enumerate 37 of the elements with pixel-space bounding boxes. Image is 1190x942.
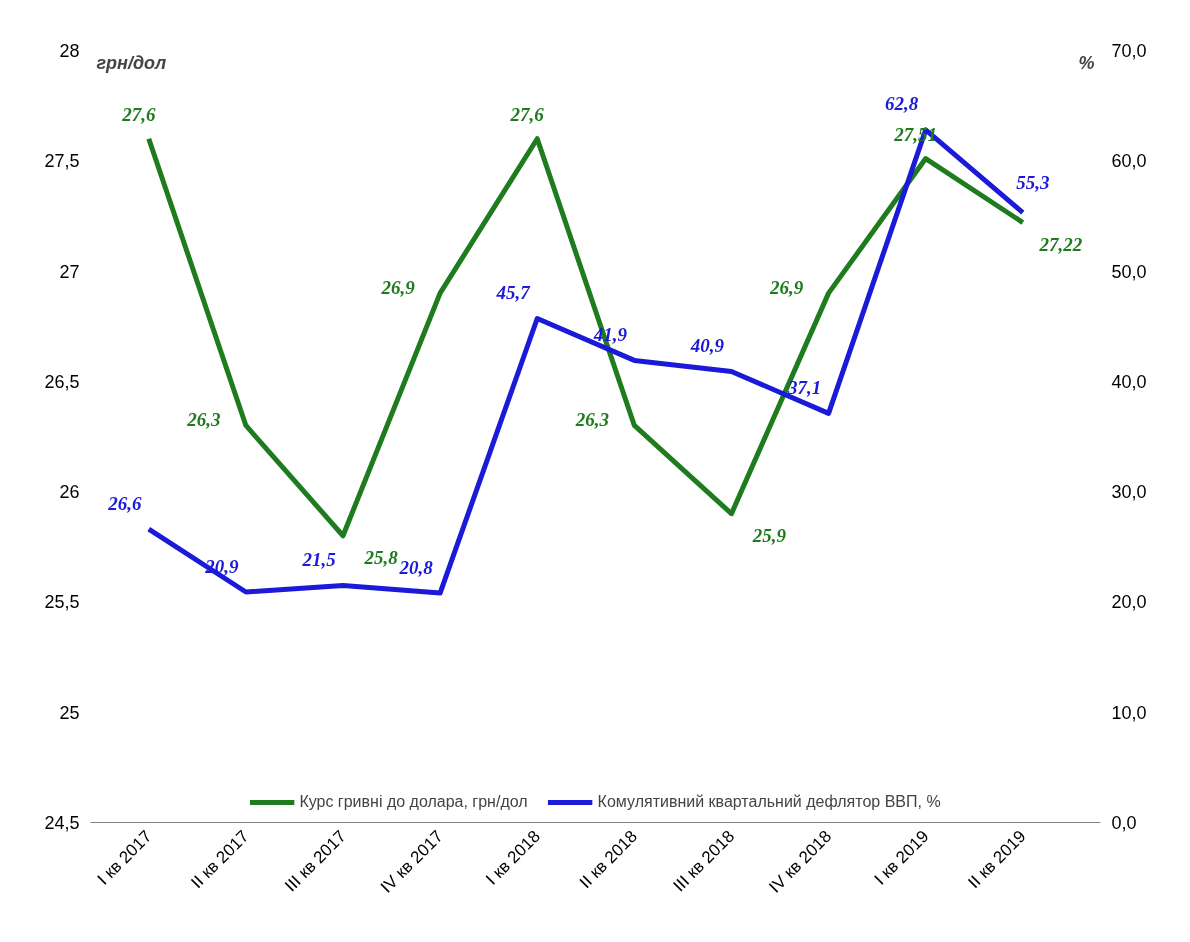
data-label: 45,7 <box>495 281 532 303</box>
y2-tick-label: 10,0 <box>1111 702 1147 723</box>
data-label: 21,5 <box>301 548 337 570</box>
data-label: 37,1 <box>786 376 822 398</box>
data-label: 26,9 <box>380 276 416 298</box>
y-axis-title: грн/дол <box>96 52 167 73</box>
y-tick-label: 26 <box>59 482 80 503</box>
data-label: 62,8 <box>885 93 919 115</box>
y-tick-label: 24,5 <box>44 813 80 833</box>
legend-label: Курс гривні до долара, грн/дол <box>299 793 528 811</box>
y-tick-label: 25 <box>59 702 80 723</box>
y2-tick-label: 70,0 <box>1111 41 1147 61</box>
data-label: 25,8 <box>363 547 399 569</box>
y-tick-label: 25,5 <box>44 592 80 613</box>
y2-axis-title: % <box>1078 52 1095 73</box>
y2-tick-label: 50,0 <box>1111 261 1147 282</box>
y2-tick-label: 30,0 <box>1111 482 1147 503</box>
data-label: 26,3 <box>186 408 221 430</box>
data-label: 27,6 <box>509 104 545 126</box>
y2-tick-label: 40,0 <box>1111 371 1147 392</box>
y2-tick-label: 60,0 <box>1111 151 1147 172</box>
data-label: 25,9 <box>751 525 787 547</box>
data-label: 55,3 <box>1016 172 1050 194</box>
y-tick-label: 28 <box>59 41 80 61</box>
data-label: 27,22 <box>1038 234 1083 256</box>
data-label: 27,6 <box>121 104 156 126</box>
data-label: 20,8 <box>398 556 434 578</box>
data-label: 26,6 <box>107 492 142 514</box>
data-label: 26,9 <box>768 276 804 298</box>
y2-tick-label: 0,0 <box>1111 813 1137 833</box>
legend-label: Комулятивний квартальний дефлятор ВВП, % <box>597 793 941 811</box>
data-label: 26,3 <box>574 408 609 430</box>
y-tick-label: 26,5 <box>44 371 80 392</box>
y-tick-label: 27,5 <box>44 151 80 172</box>
y-tick-label: 27 <box>59 261 80 282</box>
data-label: 40,9 <box>689 334 725 356</box>
y2-tick-label: 20,0 <box>1111 592 1147 613</box>
